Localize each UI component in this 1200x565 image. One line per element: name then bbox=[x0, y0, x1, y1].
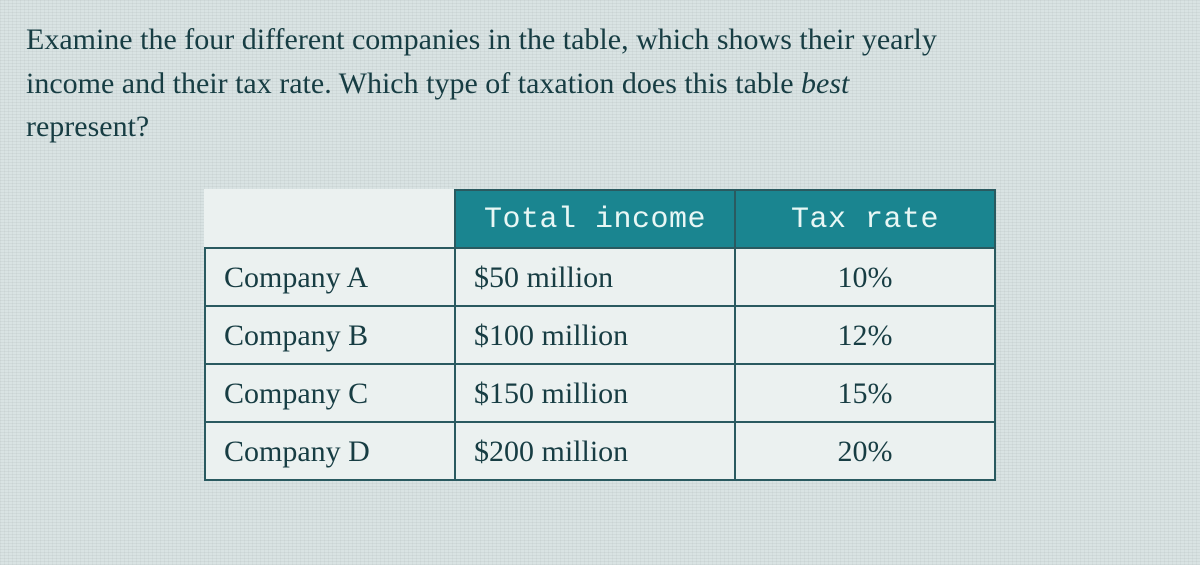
cell-rate: 10% bbox=[735, 248, 995, 306]
question-line-2a: income and their tax rate. Which type of… bbox=[26, 67, 801, 100]
table-header-row: Total income Tax rate bbox=[205, 190, 995, 248]
cell-company-name: Company C bbox=[205, 364, 455, 422]
tax-table: Total income Tax rate Company A $50 mill… bbox=[204, 189, 996, 481]
cell-rate: 15% bbox=[735, 364, 995, 422]
cell-income: $200 million bbox=[455, 422, 735, 480]
cell-company-name: Company B bbox=[205, 306, 455, 364]
table-row: Company A $50 million 10% bbox=[205, 248, 995, 306]
cell-company-name: Company A bbox=[205, 248, 455, 306]
cell-income: $100 million bbox=[455, 306, 735, 364]
question-line-2b-italic: best bbox=[801, 67, 849, 100]
table-row: Company D $200 million 20% bbox=[205, 422, 995, 480]
cell-rate: 12% bbox=[735, 306, 995, 364]
cell-company-name: Company D bbox=[205, 422, 455, 480]
cell-income: $50 million bbox=[455, 248, 735, 306]
question-line-1: Examine the four different companies in … bbox=[26, 23, 937, 56]
question-line-3: represent? bbox=[26, 110, 149, 143]
cell-income: $150 million bbox=[455, 364, 735, 422]
cell-rate: 20% bbox=[735, 422, 995, 480]
header-tax-rate: Tax rate bbox=[735, 190, 995, 248]
table-row: Company C $150 million 15% bbox=[205, 364, 995, 422]
question-text: Examine the four different companies in … bbox=[26, 18, 1146, 149]
header-total-income: Total income bbox=[455, 190, 735, 248]
table-corner-blank bbox=[205, 190, 455, 248]
table-container: Total income Tax rate Company A $50 mill… bbox=[26, 189, 1174, 481]
table-row: Company B $100 million 12% bbox=[205, 306, 995, 364]
